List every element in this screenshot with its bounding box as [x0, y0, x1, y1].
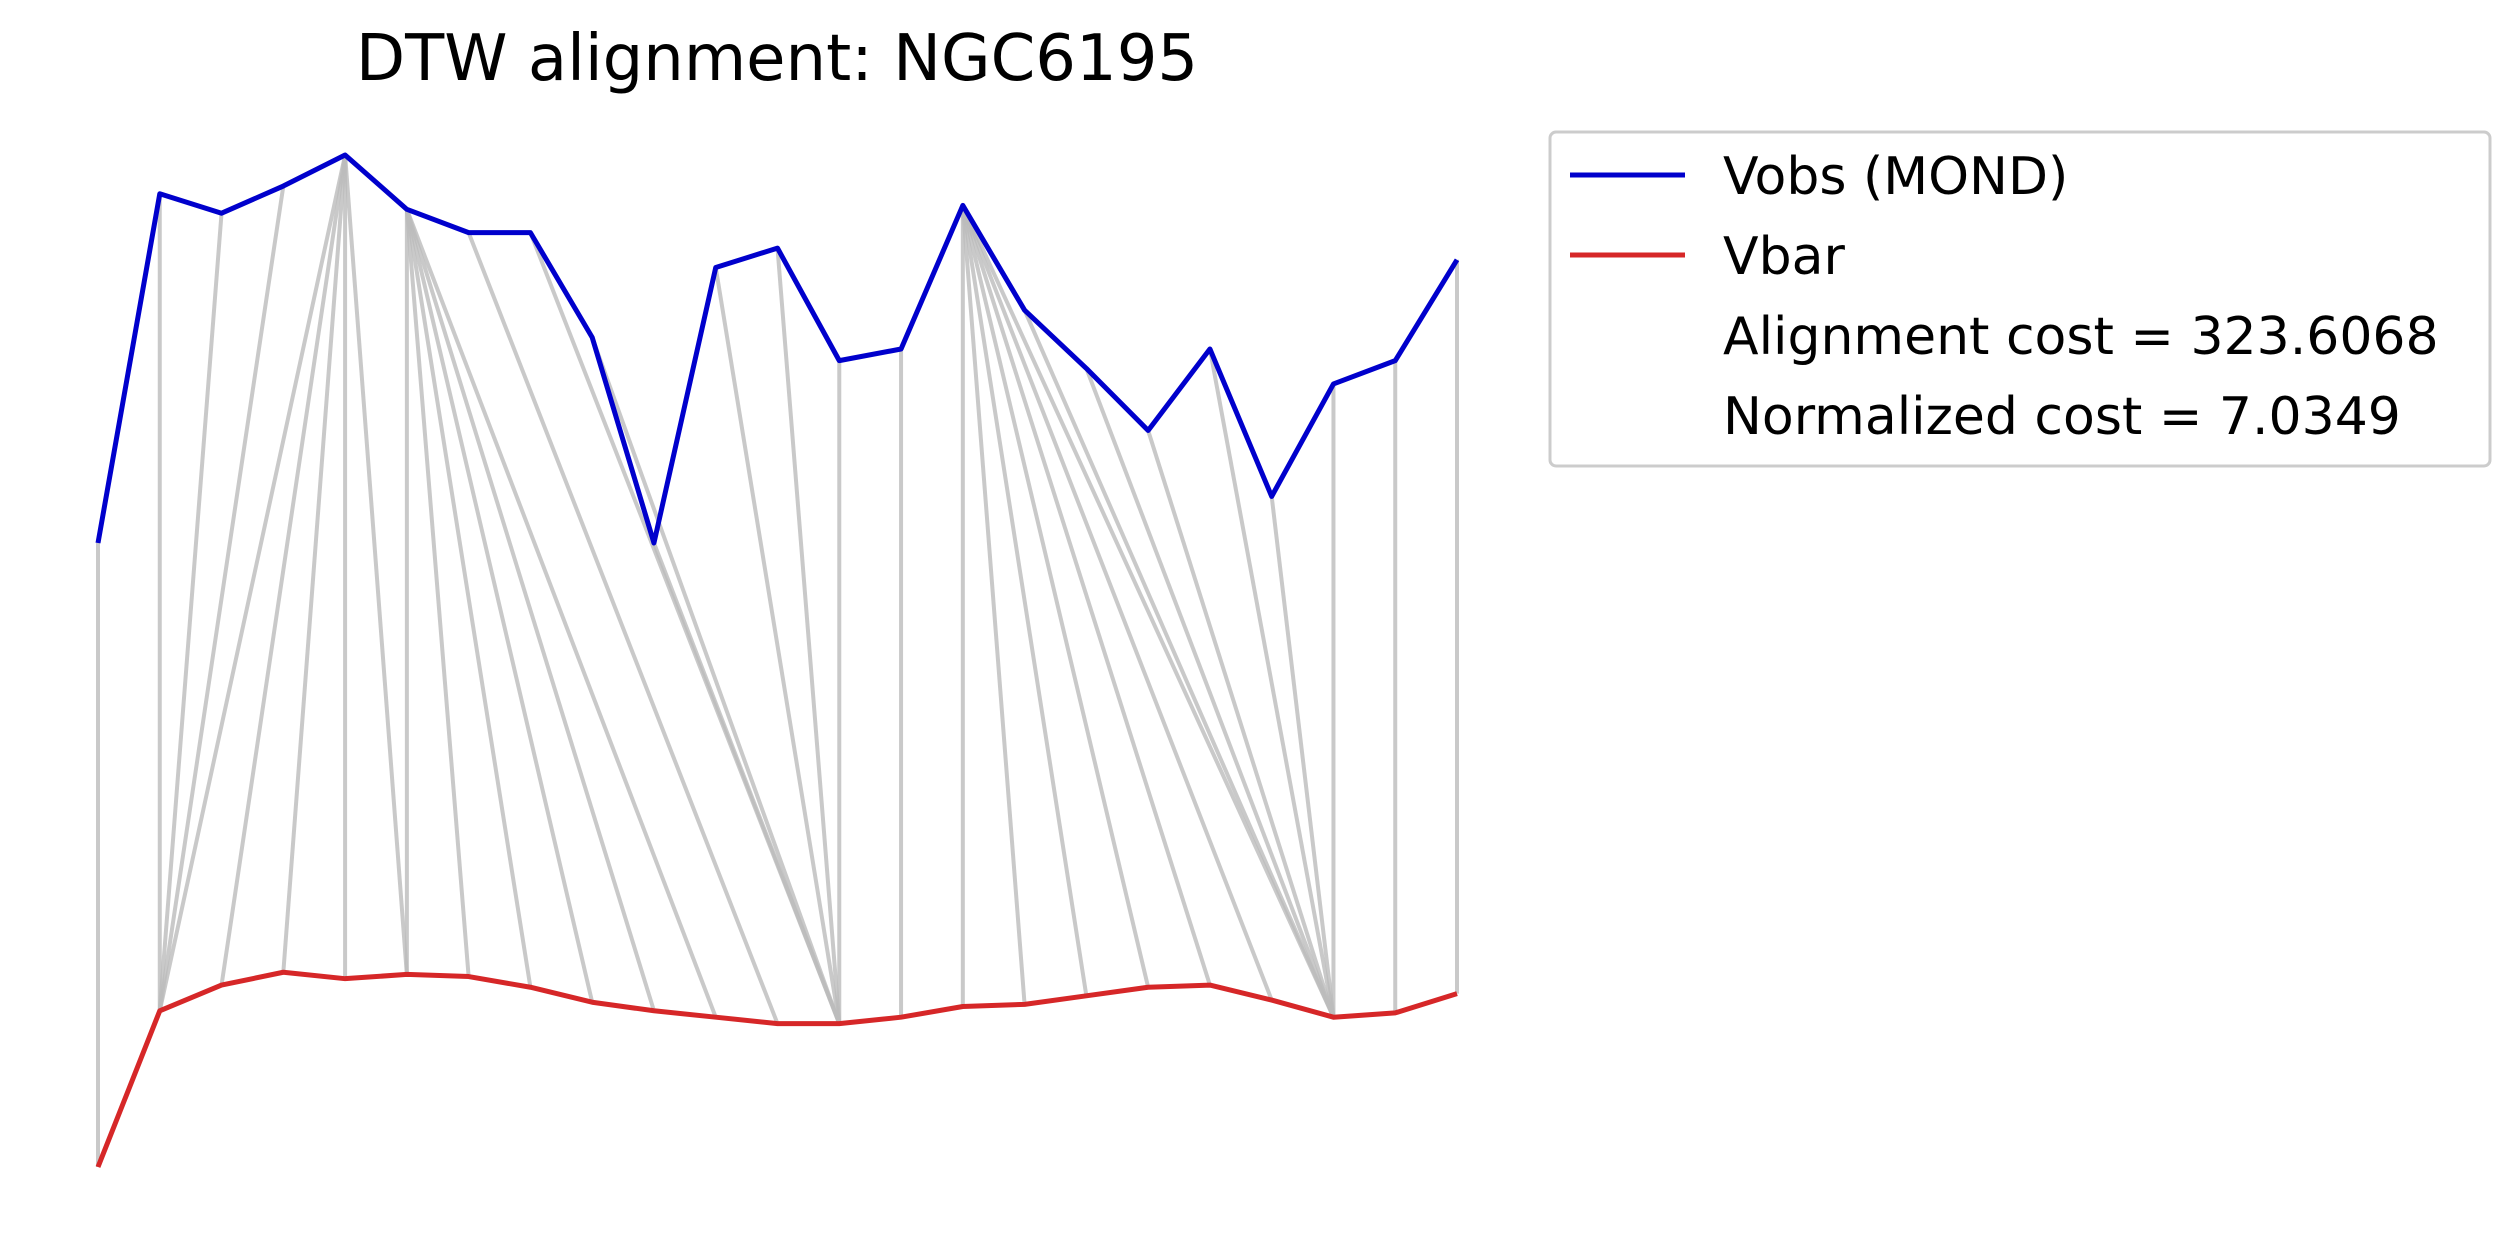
legend-label-vbar: Vbar: [1723, 227, 1845, 287]
legend-label-vobs: Vobs (MOND): [1723, 147, 2068, 207]
alignment-connectors: [96, 154, 1459, 1167]
series-lines: [95, 152, 1460, 1168]
alignment-connector: [713, 267, 842, 1024]
alignment-connector: [960, 204, 1336, 1019]
alignment-connector: [590, 336, 842, 1025]
alignment-connector: [404, 209, 533, 988]
legend: Vobs (MOND) Vbar Alignment cost = 323.60…: [1548, 130, 2492, 468]
alignment-connector: [157, 154, 348, 1012]
alignment-connector: [219, 154, 348, 986]
alignment-connector: [157, 213, 224, 1011]
alignment-connector: [960, 204, 1274, 1001]
series-line-vobs: [95, 152, 1460, 546]
legend-frame: [1548, 130, 2492, 468]
alignment-connector: [404, 209, 471, 977]
legend-alignment-cost: Alignment cost = 323.6068: [1723, 307, 2439, 367]
alignment-connector: [404, 208, 718, 1018]
alignment-connector: [157, 185, 286, 1012]
alignment-connector: [466, 231, 780, 1025]
alignment-connector: [1269, 496, 1336, 1018]
alignment-connector: [281, 154, 348, 973]
alignment-connector: [960, 205, 1089, 997]
legend-normalized-cost: Normalized cost = 7.0349: [1723, 387, 2401, 447]
alignment-connector: [960, 204, 1212, 986]
series-line-vbar: [95, 969, 1458, 1168]
alignment-connector: [960, 204, 1151, 988]
alignment-connector: [1022, 309, 1336, 1019]
alignment-connector: [404, 208, 595, 1003]
alignment-connector: [775, 247, 842, 1024]
alignment-connector: [960, 205, 1027, 1005]
alignment-connector: [1207, 348, 1336, 1018]
alignment-connector: [652, 542, 842, 1025]
alignment-connector: [343, 154, 409, 975]
alignment-connector: [1146, 429, 1336, 1018]
alignment-connector: [1084, 367, 1336, 1018]
chart-title: DTW alignment: NGC6195: [356, 22, 1198, 96]
alignment-connector: [404, 208, 656, 1012]
